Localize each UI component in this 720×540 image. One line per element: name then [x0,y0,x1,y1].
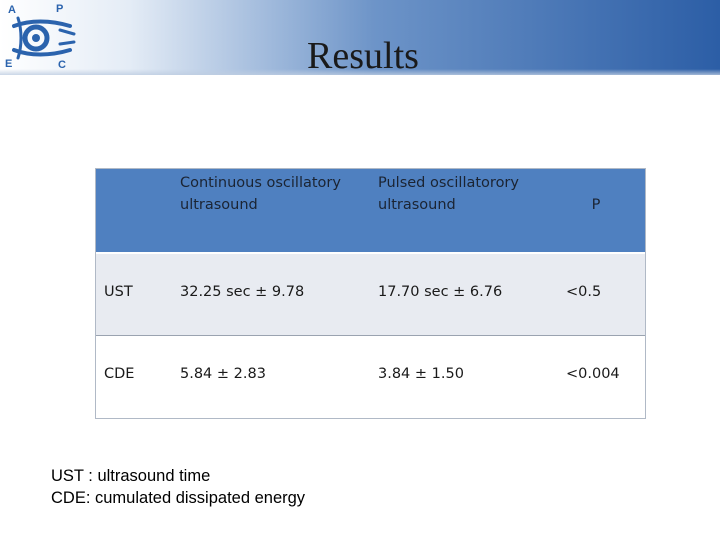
table-row: CDE 5.84 ± 2.83 3.84 ± 1.50 <0.004 [96,335,645,418]
logo-letter: A [8,4,16,16]
table-cell-p-value: <0.004 [566,366,620,382]
table-cell-continuous: 5.84 ± 2.83 [180,366,266,382]
footnote-line: UST : ultrasound time [51,467,211,485]
society-logo-icon: A P E C [5,3,76,71]
table-header-row: Continuous oscillatory ultrasound Pulsed… [96,169,645,252]
slide-title: Results [307,35,419,77]
logo-letter: C [58,59,66,71]
footnote-line: CDE: cumulated dissipated energy [51,489,306,507]
table-cell-continuous: 32.25 sec ± 9.78 [180,284,305,300]
logo-letter: P [56,3,63,15]
table-cell-label: CDE [104,366,135,382]
results-table: Continuous oscillatory ultrasound Pulsed… [95,168,646,419]
table-cell-label: UST [104,284,133,300]
table-header-cell: Pulsed oscillatorory ultrasound [378,175,519,213]
table-header-cell: P [591,197,601,213]
table-cell-pulsed: 17.70 sec ± 6.76 [378,284,503,300]
table-row: UST 32.25 sec ± 9.78 17.70 sec ± 6.76 <0… [96,252,645,335]
header-band [0,0,720,75]
table-header-cell: Continuous oscillatory ultrasound [180,175,341,213]
table-cell-p-value: <0.5 [566,284,602,300]
logo-letter: E [5,58,12,70]
table-cell-pulsed: 3.84 ± 1.50 [378,366,464,382]
footnote: UST : ultrasound time CDE: cumulated dis… [51,465,305,509]
